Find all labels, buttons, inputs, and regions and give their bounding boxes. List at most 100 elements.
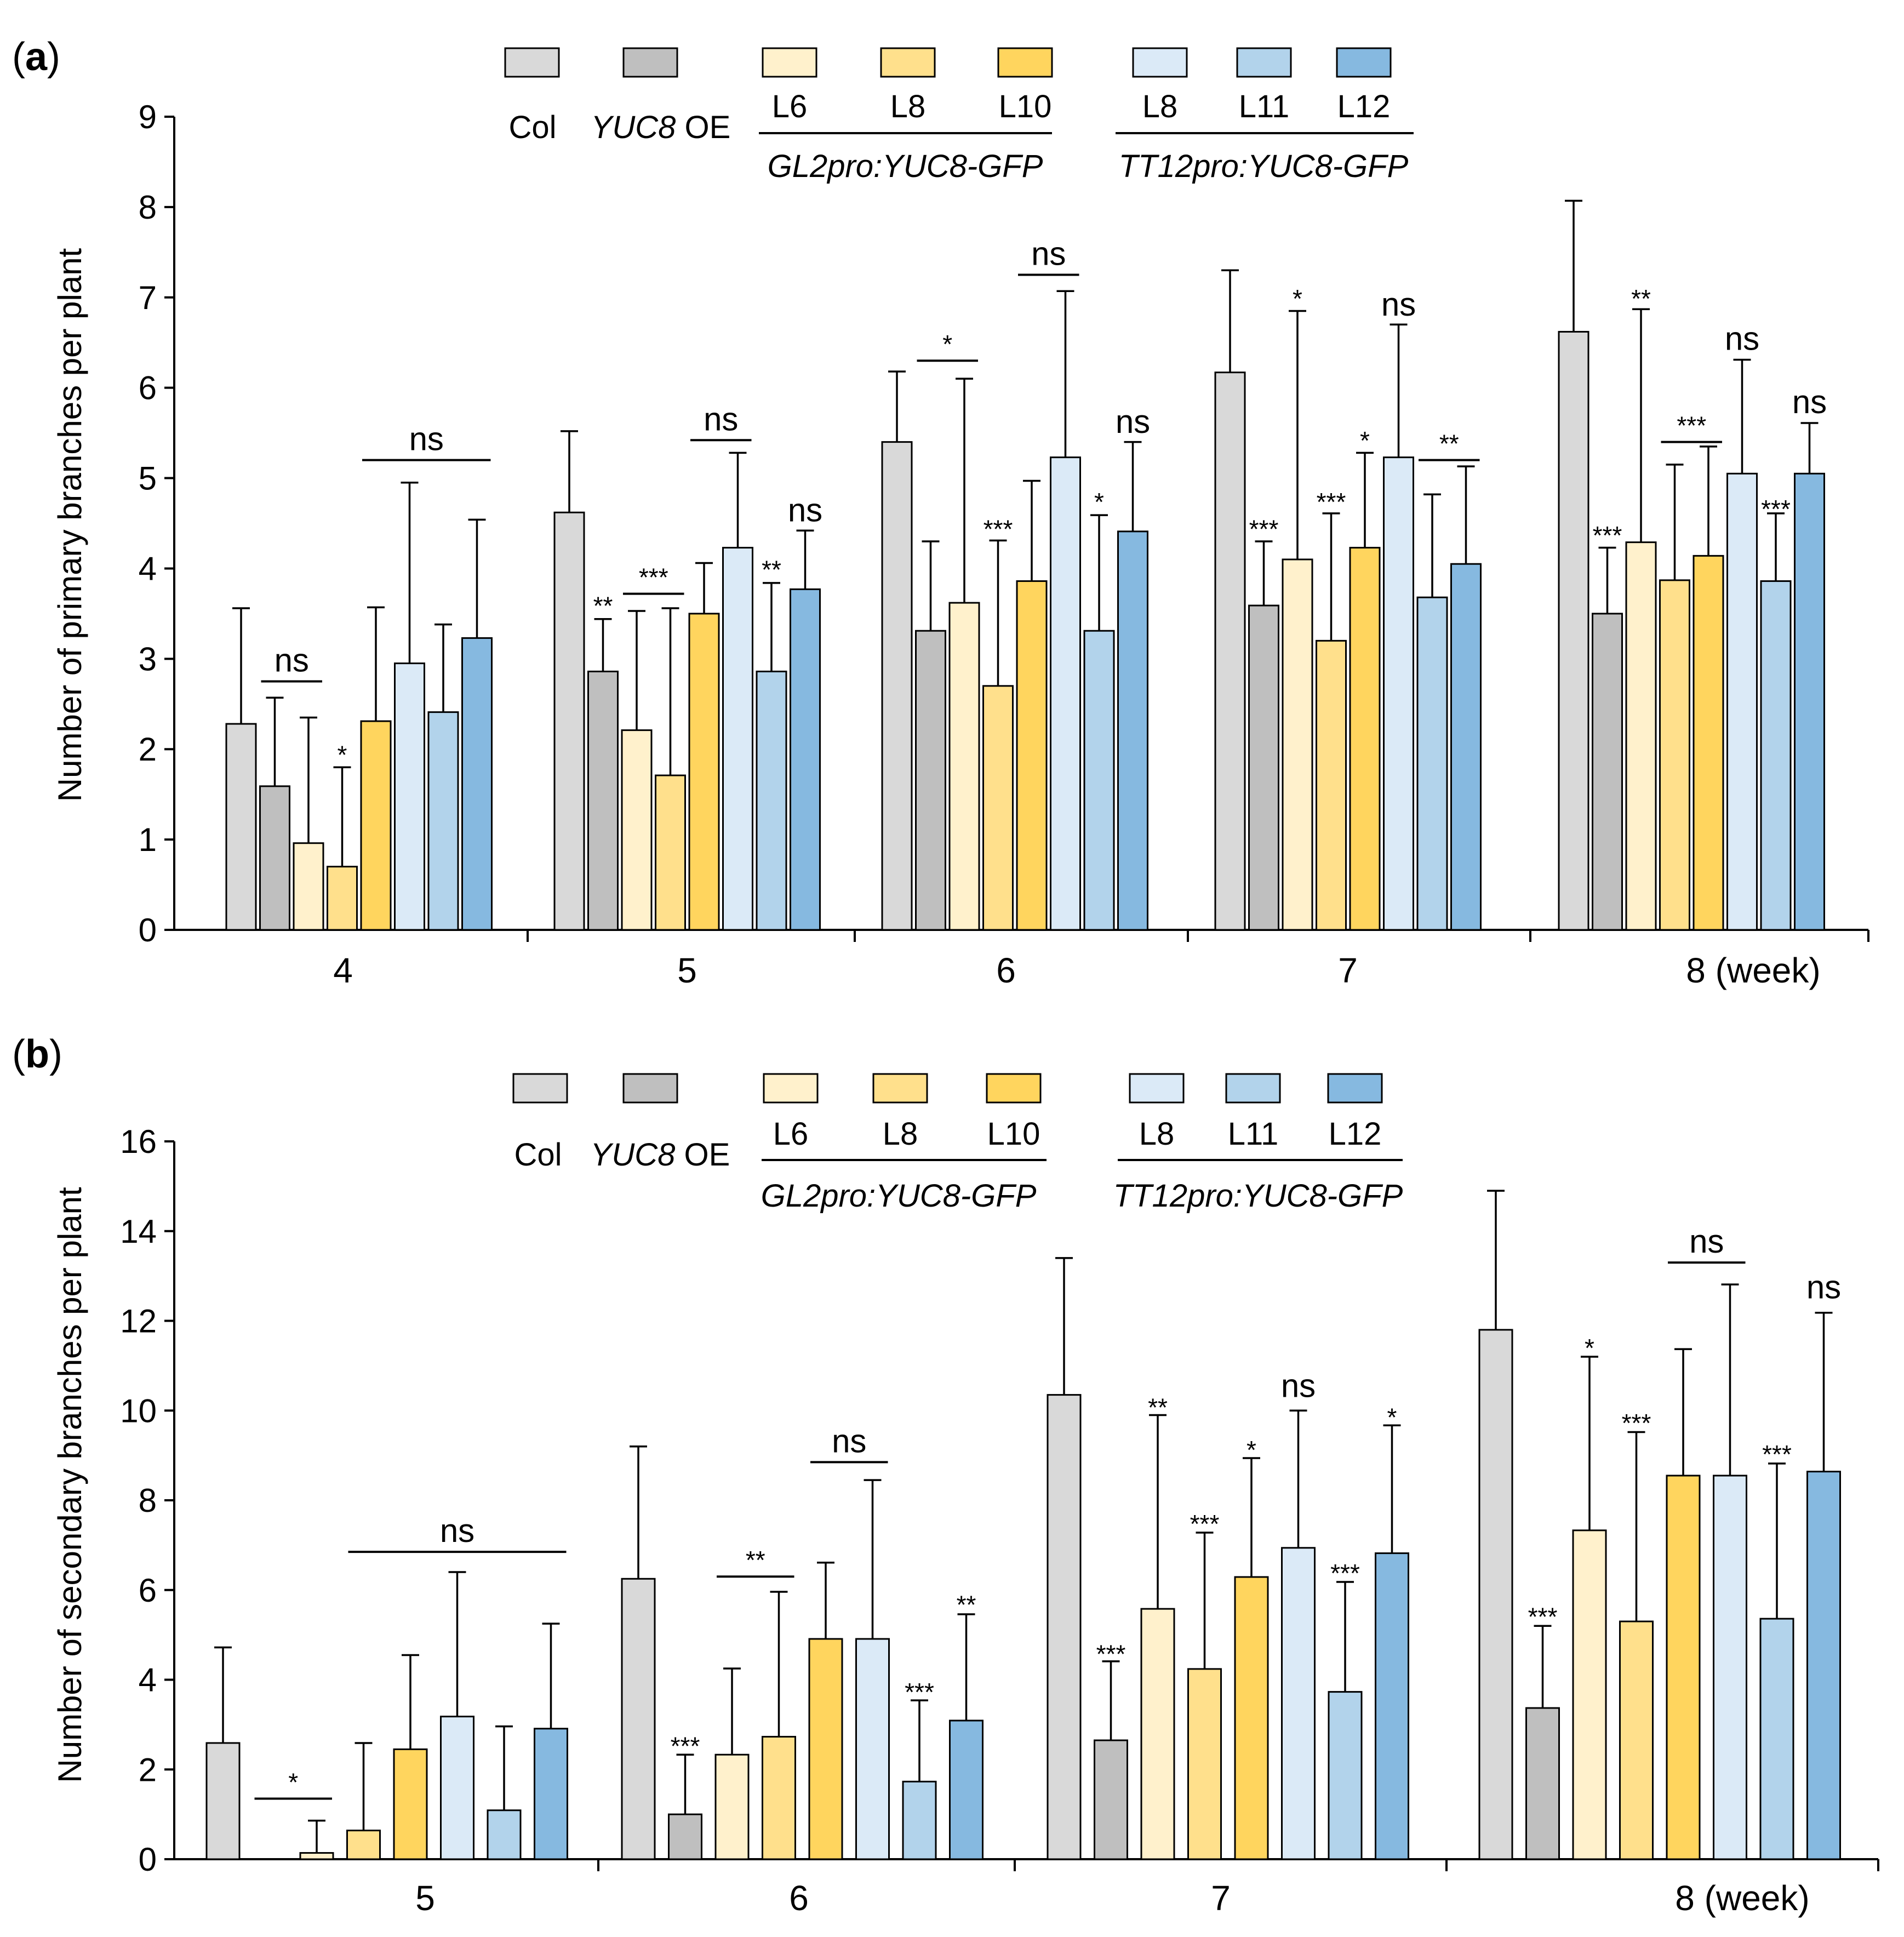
significance-label: ns (440, 1512, 474, 1549)
significance-label: ns (832, 1422, 866, 1459)
panel-b: (b) Col YUC8 OE L6 L8 L10 L8 L11 L12 GL2… (12, 1032, 1879, 1918)
significance-label: ns (1689, 1223, 1724, 1260)
bar (205, 1742, 241, 1860)
significance-label: ns (1031, 236, 1066, 272)
bar (327, 866, 358, 931)
y-tick-label: 0 (139, 1841, 157, 1878)
bar (1693, 555, 1724, 931)
legend-swatch-yuc8oe (622, 1073, 678, 1104)
significance-label: * (1094, 488, 1104, 516)
legend-line-gl2-l10: L10 (987, 1116, 1040, 1152)
bar (1094, 1739, 1128, 1860)
significance-label: ns (788, 492, 822, 529)
significance-label: *** (1249, 515, 1279, 543)
y-tick-label: 0 (139, 912, 157, 948)
legend-gl2-construct: GL2pro:YUC8-GFP (768, 148, 1043, 184)
significance-label: *** (1190, 1510, 1220, 1538)
bar (259, 785, 290, 931)
bar (1416, 596, 1448, 931)
bar (756, 670, 787, 931)
bar (553, 511, 585, 931)
legend-label-col: Col (514, 1137, 562, 1173)
x-category-label: 4 (333, 951, 353, 990)
legend-line-tt12-l8: L8 (1142, 89, 1178, 124)
legend-line-tt12-l12: L12 (1329, 1116, 1382, 1152)
significance-label: ns (1281, 1368, 1316, 1404)
significance-label: ns (275, 642, 309, 679)
legend-swatch-gl2-l6 (763, 1073, 819, 1104)
significance-label: *** (1317, 488, 1346, 516)
y-tick-label: 16 (120, 1123, 157, 1160)
legend-swatch-gl2-l6 (762, 47, 817, 78)
x-category-label: 5 (415, 1878, 435, 1918)
x-category-label: 7 (1338, 951, 1358, 990)
y-tick-label: 8 (139, 189, 157, 226)
significance-label: *** (671, 1732, 700, 1760)
y-tick-label: 7 (139, 279, 157, 316)
legend-tt12-construct: TT12pro:YUC8-GFP (1119, 148, 1409, 184)
bar (621, 729, 653, 931)
bar (1140, 1608, 1175, 1860)
legend-label-yuc8oe: YUC8 OE (591, 110, 731, 145)
bar (668, 1813, 702, 1860)
significance-label: ns (1806, 1269, 1841, 1306)
bar (1760, 580, 1792, 931)
bar (1666, 1475, 1701, 1860)
significance-label: *** (1330, 1559, 1360, 1587)
bar (1016, 580, 1048, 931)
significance-label: ns (1381, 286, 1416, 323)
legend-swatch-gl2-l8 (880, 47, 936, 78)
bar (1619, 1620, 1654, 1860)
bar (394, 662, 425, 931)
legend-swatch-tt12-l8 (1129, 1073, 1185, 1104)
bar (902, 1780, 937, 1860)
bar (1592, 613, 1623, 931)
bar (1047, 1394, 1082, 1860)
legend-swatch-tt12-l12 (1327, 1073, 1383, 1104)
y-tick-label: 8 (139, 1482, 157, 1519)
bar (1328, 1691, 1363, 1860)
legend-label-col: Col (508, 110, 556, 145)
significance-label: * (1293, 284, 1302, 313)
significance-label: ** (957, 1591, 976, 1619)
legend-swatch-tt12-l11 (1225, 1073, 1281, 1104)
legend-line-gl2-l6: L6 (772, 89, 808, 124)
bar (1117, 530, 1148, 931)
bar (1625, 541, 1657, 931)
y-tick-label: 12 (120, 1303, 157, 1340)
bar (1383, 456, 1414, 931)
x-category-label: 8 (week) (1686, 951, 1820, 990)
bar (1726, 472, 1758, 931)
significance-label: ns (409, 421, 444, 458)
legend-line-gl2-l8: L8 (883, 1116, 918, 1152)
y-tick-label: 4 (139, 1662, 157, 1699)
legend-swatch-gl2-l10 (997, 47, 1053, 78)
bar (621, 1578, 656, 1860)
legend-line-gl2-l6: L6 (773, 1116, 809, 1152)
significance-label: ** (1148, 1393, 1168, 1421)
significance-label: *** (639, 563, 668, 592)
bar (1450, 563, 1482, 931)
bar (1375, 1552, 1409, 1860)
legend-swatch-tt12-l11 (1236, 47, 1292, 78)
significance-label: *** (1762, 1440, 1792, 1469)
y-tick-label: 2 (139, 1751, 157, 1788)
x-category-label: 8 (week) (1675, 1878, 1809, 1918)
y-tick-label: 2 (139, 731, 157, 768)
legend-swatch-tt12-l8 (1132, 47, 1188, 78)
y-tick-label: 6 (139, 370, 157, 407)
panel-a-label: (a) (12, 35, 60, 79)
significance-label: * (1247, 1436, 1256, 1464)
bar (1759, 1618, 1794, 1860)
bar (1281, 1547, 1316, 1860)
legend-swatch-gl2-l8 (872, 1073, 928, 1104)
significance-label: *** (1622, 1409, 1651, 1437)
significance-label: ns (1116, 403, 1150, 440)
significance-label: * (1360, 426, 1370, 455)
bar (714, 1753, 750, 1860)
significance-label: * (1387, 1403, 1397, 1431)
bar (855, 1638, 890, 1860)
legend-a: Col YUC8 OE L6 L8 L10 L8 L11 L12 GL2pro:… (504, 47, 1414, 184)
legend-swatch-col (504, 47, 560, 78)
